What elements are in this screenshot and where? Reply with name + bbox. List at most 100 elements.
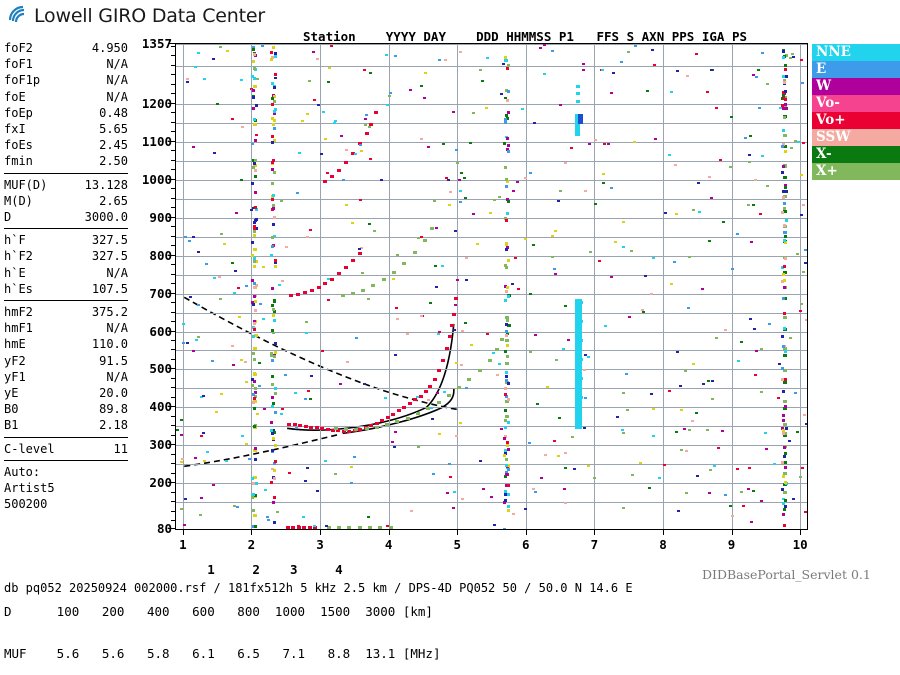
param-key: hmE — [4, 337, 26, 352]
echo-point — [601, 173, 605, 176]
echo-point — [513, 256, 517, 259]
echo-point — [563, 488, 567, 491]
echo-point — [230, 344, 234, 347]
echo-point — [504, 458, 508, 462]
echo-point — [192, 350, 196, 353]
echo-point — [422, 238, 427, 242]
echo-point — [781, 103, 785, 107]
echo-point — [363, 123, 367, 126]
echo-point — [395, 254, 399, 257]
legend-item-x[interactable]: X- — [812, 146, 900, 163]
param-row: foEp 0.48 — [4, 105, 128, 121]
echo-point — [669, 282, 673, 285]
y-axis-minor-tick — [171, 444, 175, 446]
echo-point — [505, 137, 509, 141]
x-axis-tick-label: 7 — [590, 537, 599, 552]
echo-point — [250, 75, 254, 79]
echo-point — [504, 330, 508, 334]
echo-point — [256, 78, 260, 81]
echo-point — [273, 264, 277, 268]
echo-point — [503, 392, 507, 396]
echo-point — [674, 164, 678, 167]
echo-point — [737, 360, 741, 363]
echo-point — [272, 500, 276, 504]
y-axis-minor-tick — [171, 368, 175, 370]
y-axis-tick-label: 80 — [156, 521, 172, 536]
legend-item-vo[interactable]: Vo- — [812, 95, 900, 112]
echo-point — [760, 154, 764, 157]
echo-point — [552, 268, 556, 271]
echo-point — [791, 497, 795, 500]
echo-point — [347, 430, 352, 434]
echo-point — [245, 380, 249, 383]
echo-point — [270, 57, 274, 61]
echo-point — [707, 239, 711, 242]
echo-point — [761, 51, 765, 54]
echo-point — [350, 259, 355, 263]
grid-line-horizontal — [176, 218, 807, 219]
ionogram-plot[interactable] — [175, 43, 808, 530]
echo-point — [232, 363, 236, 366]
echo-point — [506, 293, 511, 297]
mode-legend[interactable]: NNE E W Vo- Vo+ SSW X- X+ — [812, 44, 900, 180]
echo-point — [802, 270, 806, 273]
x-axis-tick — [251, 530, 253, 535]
echo-point — [784, 97, 788, 101]
echo-point — [203, 78, 207, 81]
echo-point — [782, 316, 787, 320]
echo-point — [504, 334, 508, 338]
echo-point — [459, 364, 463, 367]
legend-item-w[interactable]: W — [812, 78, 900, 95]
echo-point — [747, 160, 751, 163]
legend-item-ssw[interactable]: SSW — [812, 129, 900, 146]
echo-point — [396, 318, 400, 321]
y-axis-minor-tick — [171, 510, 175, 512]
echo-point — [271, 123, 275, 127]
echo-point — [783, 405, 787, 409]
echo-point — [388, 525, 393, 529]
echo-point — [380, 418, 385, 422]
echo-point — [253, 118, 257, 122]
echo-point — [781, 378, 785, 382]
legend-item-vo[interactable]: Vo+ — [812, 112, 900, 129]
echo-point — [566, 338, 570, 341]
echo-point — [273, 258, 277, 262]
echo-point — [719, 159, 723, 162]
echo-point — [419, 315, 423, 318]
y-axis-minor-tick — [171, 264, 175, 266]
echo-point — [254, 334, 258, 338]
y-axis-tick-label: 800 — [149, 247, 172, 263]
legend-item-e[interactable]: E — [812, 61, 900, 78]
echo-point — [781, 502, 785, 506]
echo-point — [252, 380, 256, 384]
echo-point — [499, 428, 503, 431]
echo-point — [273, 444, 277, 448]
echo-point — [543, 73, 547, 76]
x-axis-tick-label: 10 — [792, 537, 808, 552]
echo-point — [503, 499, 507, 503]
grid-line-horizontal — [176, 407, 807, 408]
echo-point — [251, 143, 255, 146]
x-axis-tick — [800, 530, 802, 535]
echo-point — [430, 418, 434, 420]
legend-item-nne[interactable]: NNE — [812, 44, 900, 61]
echo-point — [273, 341, 277, 345]
echo-point — [680, 449, 684, 452]
interference-band — [577, 299, 582, 429]
echo-point — [293, 391, 297, 394]
echo-point — [256, 412, 260, 415]
x-axis-tick-label: 5 — [453, 537, 461, 552]
echo-point — [252, 399, 257, 403]
grid-line-horizontal-minor — [176, 237, 807, 238]
interference-band — [576, 114, 581, 136]
echo-point — [729, 166, 733, 169]
echo-point — [625, 373, 629, 376]
echo-point — [782, 407, 787, 411]
echo-point — [252, 346, 257, 350]
echo-point — [453, 229, 457, 232]
echo-point — [569, 146, 573, 149]
echo-point — [504, 166, 508, 170]
legend-item-x[interactable]: X+ — [812, 163, 900, 180]
echo-point — [344, 148, 348, 151]
echo-point — [523, 177, 527, 180]
